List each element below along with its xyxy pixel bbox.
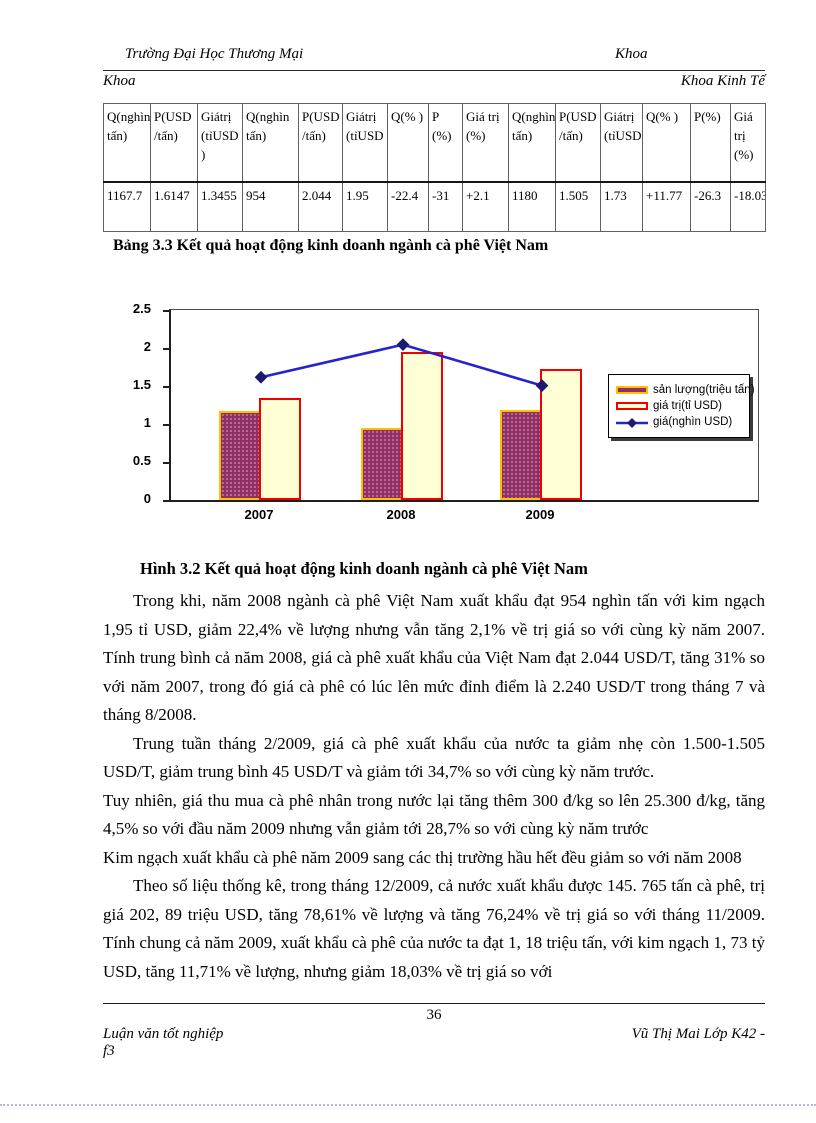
table-cell: 954 <box>242 181 299 232</box>
bar-gia-tri <box>259 397 301 500</box>
legend-label: sản lượng(triệu tấn) <box>653 384 755 396</box>
legend-label: giá(nghìn USD) <box>653 416 733 428</box>
y-axis-tick-label: 1 <box>143 415 151 430</box>
bar-san-luong <box>500 410 542 500</box>
data-table: Q(nghìn tấn) P(USD /tấn) Giátrị (tỉUSD )… <box>103 103 766 232</box>
col-header: Giátrị (tỉUSD <box>600 103 643 183</box>
col-header: Q(% ) <box>642 103 691 183</box>
legend-bar-swatch-icon <box>616 402 648 410</box>
table-cell: -22.4 <box>387 181 429 232</box>
chart-plot-area: sản lượng(triệu tấn) giá trị(tỉ USD) giá(n… <box>163 309 759 502</box>
col-header: P(USD /tấn) <box>555 103 601 183</box>
col-header: P(%) <box>690 103 731 183</box>
table-cell: 1.3455 <box>197 181 243 232</box>
footer-rule <box>103 1003 765 1004</box>
table-cell: -26.3 <box>690 181 731 232</box>
col-header: Q(% ) <box>387 103 429 183</box>
legend-bar-swatch-icon <box>616 386 648 394</box>
page-footer: 36 Luận văn tốt nghiệp Vũ Thị Mai Lớp K4… <box>103 1003 765 1060</box>
y-axis-tick-mark <box>163 310 169 312</box>
y-axis-tick-mark <box>163 500 169 502</box>
table-cell: 1.6147 <box>150 181 198 232</box>
legend-item: giá trị(tỉ USD) <box>616 400 745 412</box>
col-header: P (%) <box>428 103 463 183</box>
table-cell: -18.03 <box>730 181 766 232</box>
footer-thesis-title: Luận văn tốt nghiệp <box>103 1026 224 1042</box>
legend-line-marker-icon <box>616 416 648 428</box>
table-cell: 1180 <box>508 181 556 232</box>
table-header-row: Q(nghìn tấn) P(USD /tấn) Giátrị (tỉUSD )… <box>103 103 766 183</box>
y-axis-tick-label: 2.5 <box>132 301 151 316</box>
chart-line-svg <box>254 338 549 392</box>
legend-label: giá trị(tỉ USD) <box>653 400 723 412</box>
y-axis-tick-mark <box>163 462 169 464</box>
table-cell: 1.73 <box>600 181 643 232</box>
header-school-name: Trường Đại Học Thương Mại <box>125 46 304 62</box>
chart-y-labels: 0 0.5 1 1.5 2 2.5 <box>103 301 161 506</box>
y-axis-tick-mark <box>163 348 169 350</box>
body-paragraph: Trung tuần tháng 2/2009, giá cà phê xuất… <box>103 733 765 782</box>
table-cell: -31 <box>428 181 463 232</box>
legend-item: giá(nghìn USD) <box>616 416 745 428</box>
body-paragraph: Theo số liệu thống kê, trong tháng 12/20… <box>103 876 765 981</box>
bar-gia-tri <box>401 351 443 500</box>
y-axis-tick-label: 1.5 <box>132 377 151 392</box>
col-header: Giátrị (tỉUSD ) <box>197 103 243 183</box>
y-axis-tick-label: 0 <box>143 491 151 506</box>
col-header: Giá trị (%) <box>462 103 509 183</box>
figure-caption: Hình 3.2 Kết quả hoạt động kinh doanh ng… <box>140 559 588 578</box>
header-khoa-top: Khoa <box>615 46 648 62</box>
table-caption: Bảng 3.3 Kết quả hoạt động kinh doanh ng… <box>113 237 549 254</box>
x-axis-tick-label: 2007 <box>244 507 274 522</box>
x-axis-tick-label: 2008 <box>386 507 416 522</box>
footer-author: Vũ Thị Mai Lớp K42 - <box>631 1026 765 1042</box>
body-paragraph: Tuy nhiên, giá thu mua cà phê nhân trong… <box>103 790 765 839</box>
chart-legend: sản lượng(triệu tấn) giá trị(tỉ USD) giá(n… <box>608 374 755 438</box>
legend-item: sản lượng(triệu tấn) <box>616 384 755 396</box>
y-axis-tick-label: 0.5 <box>132 453 151 468</box>
body-paragraph: Trong khi, năm 2008 ngành cà phê Việt Na… <box>103 591 765 724</box>
x-axis-tick-label: 2009 <box>525 507 555 522</box>
table-cell: +11.77 <box>642 181 691 232</box>
page-header: Trường Đại Học Thương Mại Khoa Khoa Khoa… <box>103 0 765 97</box>
line-diamond-marker-icon <box>535 379 549 392</box>
table-cell: 1.505 <box>555 181 601 232</box>
page-number: 36 <box>426 1007 442 1023</box>
chart-x-labels: 2007 2008 2009 <box>169 507 756 527</box>
bar-gia-tri <box>540 368 582 500</box>
header-rule <box>103 70 765 71</box>
table-cell: 1167.7 <box>103 181 151 232</box>
col-header: Giátrị (tỉUSD <box>342 103 388 183</box>
col-header: Q(nghìn tấn) <box>508 103 556 183</box>
y-axis-tick-label: 2 <box>143 339 151 354</box>
line-diamond-marker-icon <box>254 370 268 384</box>
col-header: Q(nghìn tấn) <box>103 103 151 183</box>
y-axis-tick-mark <box>163 424 169 426</box>
table-cell: +2.1 <box>462 181 509 232</box>
header-faculty: Khoa Kinh Tế <box>680 73 765 89</box>
line-diamond-marker-icon <box>396 338 410 352</box>
footer-f3: f3 <box>103 1043 115 1059</box>
table-cell: 1.95 <box>342 181 388 232</box>
page-break-dotted-line <box>0 1104 816 1106</box>
y-axis-tick-mark <box>163 386 169 388</box>
table-row: 1167.7 1.6147 1.3455 954 2.044 1.95 -22.… <box>103 181 766 232</box>
body-paragraph: Kim ngạch xuất khẩu cà phê năm 2009 sang… <box>103 847 742 867</box>
bar-san-luong <box>361 427 403 500</box>
chart: 0 0.5 1 1.5 2 2.5 sản lượng(triệu tấn) giá trị… <box>103 301 765 543</box>
table-cell: 2.044 <box>298 181 343 232</box>
col-header: P(USD /tấn) <box>150 103 198 183</box>
col-header: P(USD /tấn) <box>298 103 343 183</box>
col-header: Q(nghìn tấn) <box>242 103 299 183</box>
header-khoa-left: Khoa <box>103 73 136 89</box>
col-header: Giá trị (%) <box>730 103 766 183</box>
